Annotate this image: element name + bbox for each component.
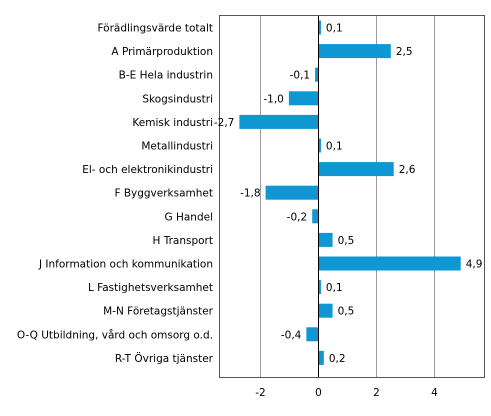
- category-label: B-E Hela industrin: [119, 70, 213, 82]
- bar: [318, 138, 321, 153]
- bar: [318, 232, 333, 247]
- category-label: A Primärproduktion: [111, 46, 213, 58]
- bar: [318, 162, 394, 177]
- category-label: Metallindustri: [141, 141, 213, 153]
- bar: [318, 280, 321, 295]
- bar: [318, 20, 321, 35]
- category-label: Skogsindustri: [142, 93, 213, 105]
- value-label: -0,1: [290, 70, 311, 82]
- bar: [288, 91, 319, 106]
- value-label: -0,4: [281, 329, 302, 341]
- value-label: 0,1: [326, 141, 343, 153]
- value-label: 2,6: [399, 164, 416, 176]
- x-tick-label: -2: [255, 387, 265, 399]
- category-label: M-N Företagstjänster: [103, 306, 214, 318]
- x-tick-label: 0: [315, 387, 322, 399]
- bar: [318, 303, 333, 318]
- value-label: 0,2: [329, 353, 346, 365]
- value-label: -1,8: [240, 188, 261, 200]
- bar: [318, 350, 324, 365]
- grid-lines: [260, 15, 435, 377]
- x-tick-label: 4: [431, 387, 438, 399]
- category-label: Kemisk industri: [132, 117, 213, 129]
- value-label: 0,5: [338, 306, 355, 318]
- value-label: 0,1: [326, 23, 343, 35]
- value-label: 0,1: [326, 282, 343, 294]
- category-label: El- och elektronikindustri: [82, 164, 213, 176]
- value-label: 4,9: [466, 259, 483, 271]
- bar: [312, 209, 319, 224]
- value-labels: 0,1 2,5 -0,1 -1,0 -2,7 0,1 2,6 -1,8 -0,2 0,5 4,9 0,…: [214, 23, 483, 365]
- category-label: R-T Övriga tjänster: [115, 352, 214, 365]
- category-label: Förädlingsvärde totalt: [98, 23, 214, 35]
- bar: [318, 256, 461, 271]
- bar: [318, 44, 391, 59]
- value-label: 2,5: [396, 46, 413, 58]
- category-labels: Förädlingsvärde totalt A Primärproduktion…: [17, 23, 214, 365]
- bar: [265, 185, 319, 200]
- category-label: H Transport: [152, 235, 213, 247]
- value-label: -2,7: [214, 117, 235, 129]
- bars: [239, 20, 461, 365]
- x-tick-labels: -2 0 2 4: [255, 387, 438, 399]
- category-label: L Fastighetsverksamhet: [88, 282, 213, 294]
- category-label: G Handel: [164, 211, 213, 223]
- plot-frame: [219, 15, 485, 378]
- category-label: F Byggverksamhet: [114, 188, 213, 200]
- bar: [315, 67, 319, 82]
- bar: [306, 327, 319, 342]
- value-label: 0,5: [338, 235, 355, 247]
- bar: [239, 114, 319, 129]
- category-label: J Information och kommunikation: [38, 259, 213, 271]
- x-tick-label: 2: [373, 387, 380, 399]
- value-label: -1,0: [263, 93, 284, 105]
- category-label: O-Q Utbildning, vård och omsorg o.d.: [17, 328, 213, 341]
- value-label: -0,2: [287, 211, 308, 223]
